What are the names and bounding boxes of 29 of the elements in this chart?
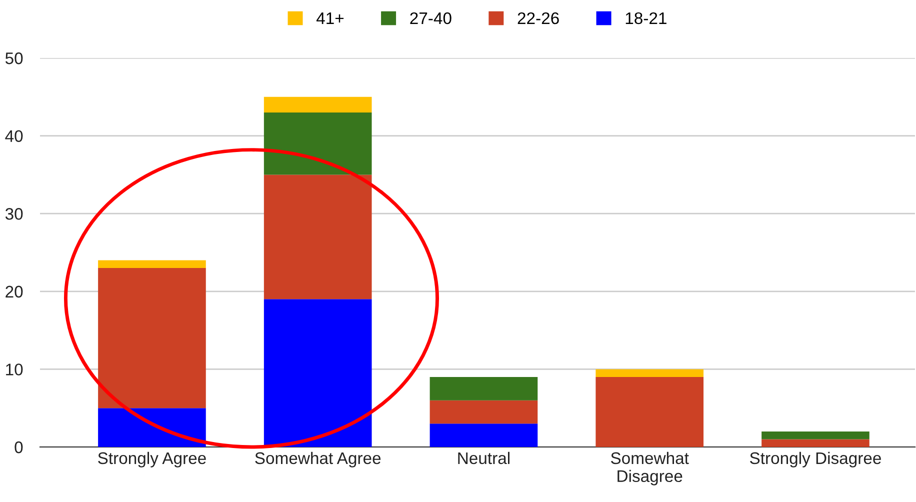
y-tick-label: 10 xyxy=(6,364,23,376)
y-tick-label: 20 xyxy=(6,286,23,298)
y-tick-label: 0 xyxy=(14,441,23,454)
legend-label: 41+ xyxy=(316,12,344,24)
bar xyxy=(762,431,870,440)
bar xyxy=(762,439,870,447)
bar xyxy=(430,376,538,400)
legend-label: 22-26 xyxy=(518,12,559,24)
y-tick-label: 40 xyxy=(5,130,23,142)
bar xyxy=(596,376,704,447)
bar xyxy=(430,424,538,447)
y-tick-label: 50 xyxy=(5,52,23,64)
bar xyxy=(264,299,372,447)
bar xyxy=(596,369,704,377)
bar xyxy=(98,408,206,447)
x-tick-label: Neutral xyxy=(458,452,510,464)
legend-label: 18-21 xyxy=(626,12,666,24)
bar xyxy=(264,112,372,175)
legend-label: 27-40 xyxy=(410,12,452,24)
bar xyxy=(98,260,206,268)
x-tick-label: Strongly Disagree xyxy=(750,452,881,468)
x-tick-label: Somewhat Agree xyxy=(255,452,381,468)
x-tick-label: Somewhat Disagree xyxy=(610,452,689,486)
bar xyxy=(98,268,206,408)
bar xyxy=(264,96,372,112)
y-tick-label: 30 xyxy=(5,208,23,220)
bar xyxy=(430,400,538,424)
x-tick-label: Strongly Agree xyxy=(98,452,206,468)
bar xyxy=(264,174,372,300)
